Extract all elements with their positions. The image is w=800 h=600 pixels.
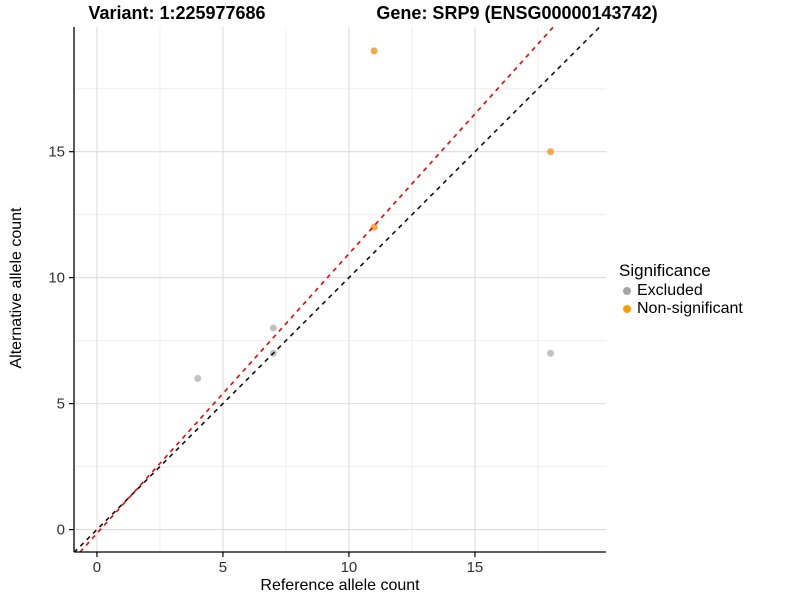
legend-dot-icon — [623, 305, 631, 313]
x-tick-label: 0 — [93, 559, 101, 576]
y-tick-label: 0 — [57, 522, 65, 539]
y-tick-label: 5 — [57, 396, 65, 413]
fitted-ratio-line — [79, 27, 555, 552]
y-tick-label: 15 — [48, 144, 65, 161]
legend-entries: Excluded Non-significant — [619, 282, 743, 318]
x-tick-label: 5 — [219, 559, 227, 576]
point-non-significant — [370, 47, 378, 55]
point-excluded — [269, 324, 277, 332]
legend-label: Non-significant — [637, 300, 743, 317]
gene-title: Gene: SRP9 (ENSG00000143742) — [376, 3, 658, 23]
legend-item-non-significant: Non-significant — [619, 300, 743, 318]
legend: Significance Excluded Non-significant — [619, 260, 743, 318]
legend-item-excluded: Excluded — [619, 282, 743, 300]
variant-title: Variant: 1:225977686 — [88, 3, 266, 23]
point-excluded — [194, 374, 202, 382]
legend-title: Significance — [619, 261, 711, 280]
legend-label: Excluded — [637, 282, 703, 299]
x-axis-title: Reference allele count — [260, 577, 420, 594]
point-excluded — [547, 349, 555, 357]
x-tick-labels: 0 5 10 15 — [93, 559, 484, 576]
y-axis-title: Alternative allele count — [8, 207, 25, 369]
legend-dot-icon — [623, 287, 631, 295]
reference-lines — [74, 27, 601, 552]
x-tick-label: 10 — [341, 559, 358, 576]
identity-line — [74, 27, 601, 552]
axis-ticks — [69, 151, 476, 557]
y-tick-label: 10 — [48, 270, 65, 287]
y-tick-labels: 0 5 10 15 — [48, 144, 65, 539]
x-tick-label: 15 — [467, 559, 484, 576]
point-non-significant — [370, 223, 378, 231]
point-non-significant — [547, 148, 555, 156]
data-points — [194, 47, 555, 382]
grid-minor — [74, 27, 606, 552]
